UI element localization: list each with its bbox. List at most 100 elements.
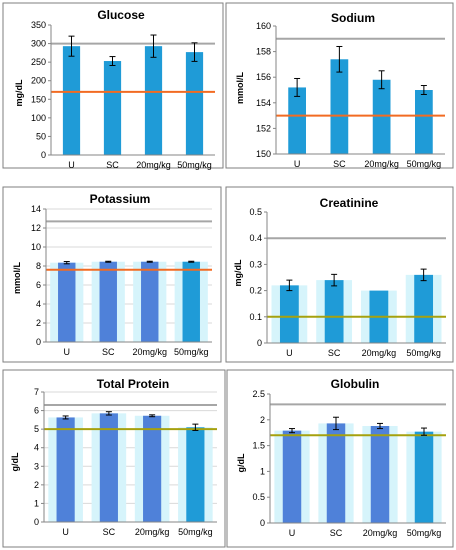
y-tick-label: 10	[31, 242, 41, 252]
y-tick-label: 0.2	[249, 286, 262, 296]
bar	[99, 413, 118, 522]
bar	[186, 427, 205, 522]
y-tick-label: 0	[34, 517, 39, 527]
y-axis-label: g/dL	[10, 452, 20, 471]
plot-area: 0 50 100 150 200 250 300 350 U SC 20mg/kg 50mg/kg	[31, 20, 215, 170]
bar	[414, 431, 434, 523]
x-tick-label: U	[64, 347, 71, 357]
bar	[326, 423, 346, 523]
x-tick-label: 20mg/kg	[362, 348, 397, 358]
bar	[99, 261, 117, 342]
bar	[324, 280, 344, 343]
x-tick-label: 50mg/kg	[407, 159, 442, 169]
y-tick-label: 6	[36, 280, 41, 290]
x-tick-label: 20mg/kg	[363, 528, 398, 538]
panel-total-protein: Total Protein g/dL 0 1 2 3 4 5 6 7 U SC 20mg/kg 50m…	[2, 369, 226, 548]
y-axis-label: mg/dL	[14, 79, 24, 106]
y-tick-label: 0.5	[249, 207, 262, 217]
chart-title: Potassium	[90, 192, 151, 206]
x-tick-label: 50mg/kg	[406, 348, 441, 358]
y-axis-label: mg/dL	[233, 259, 243, 286]
bar	[62, 46, 81, 155]
x-tick-label: 50mg/kg	[177, 160, 212, 170]
y-tick-label: 0.4	[249, 233, 262, 243]
x-tick-label: 50mg/kg	[178, 527, 213, 537]
bar	[103, 61, 122, 155]
bar	[58, 262, 76, 342]
y-tick-label: 8	[36, 261, 41, 271]
y-axis-label: g/dL	[236, 453, 246, 472]
y-tick-label: 2.5	[252, 389, 265, 399]
bar	[144, 46, 163, 155]
bar	[185, 52, 204, 155]
x-tick-label: U	[68, 160, 75, 170]
x-tick-label: 20mg/kg	[135, 527, 170, 537]
plot-area: 0 1 2 3 4 5 6 7 U SC 20mg/kg 50mg/kg	[34, 387, 217, 537]
y-tick-label: 250	[31, 57, 46, 67]
y-tick-label: 158	[256, 47, 271, 57]
x-tick-label: U	[62, 527, 69, 537]
y-tick-label: 150	[31, 94, 46, 104]
x-tick-label: U	[286, 348, 293, 358]
panel-glucose: Glucose mg/dL 0 50 100 150 200 250 300 350 U SC 20…	[2, 2, 224, 170]
y-tick-label: 300	[31, 39, 46, 49]
y-tick-label: 152	[256, 123, 271, 133]
y-tick-label: 0	[257, 338, 262, 348]
y-tick-label: 4	[36, 299, 41, 309]
y-tick-label: 0	[260, 518, 265, 528]
bar	[143, 415, 162, 522]
y-tick-label: 0.3	[249, 259, 262, 269]
y-tick-label: 0.1	[249, 312, 262, 322]
chart-title: Total Protein	[97, 377, 169, 391]
x-tick-label: 50mg/kg	[174, 347, 209, 357]
y-tick-label: 7	[34, 387, 39, 397]
chart-title: Sodium	[331, 11, 375, 25]
chart-title: Glucose	[97, 8, 145, 22]
x-tick-label: SC	[103, 527, 116, 537]
bar	[182, 261, 200, 342]
y-tick-label: 100	[31, 113, 46, 123]
bar	[414, 274, 434, 343]
x-tick-label: U	[294, 159, 301, 169]
y-tick-label: 156	[256, 72, 271, 82]
x-tick-label: 50mg/kg	[407, 528, 442, 538]
y-tick-label: 5	[34, 424, 39, 434]
panel-creatinine: Creatinine mg/dL 0 0.1 0.2 0.3 0.4 0.5 U SC 20mg…	[225, 186, 454, 363]
panel-potassium: Potassium mmol/L 0 2 4 6 8 10 12 14 U SC 20mg/kg 50…	[2, 186, 222, 363]
y-tick-label: 0	[36, 337, 41, 347]
y-tick-label: 2	[260, 415, 265, 425]
x-tick-label: SC	[328, 348, 341, 358]
bar	[415, 90, 433, 154]
y-tick-label: 1.5	[252, 441, 265, 451]
bar	[141, 261, 159, 342]
plot-area: 150 152 154 156 158 160 U SC 20mg/kg 50mg/kg	[256, 21, 445, 169]
y-tick-label: 50	[36, 131, 46, 141]
y-tick-label: 1	[260, 466, 265, 476]
y-tick-label: 200	[31, 76, 46, 86]
x-tick-label: SC	[106, 160, 119, 170]
x-tick-label: 20mg/kg	[136, 160, 171, 170]
plot-area: 0 2 4 6 8 10 12 14 U SC 20mg/kg 50mg/kg	[31, 204, 212, 357]
bar	[370, 425, 390, 523]
y-tick-label: 1	[34, 498, 39, 508]
y-tick-label: 14	[31, 204, 41, 214]
panel-globulin: Globulin g/dL 0 0.5 1 1.5 2 2.5 U SC 20mg/kg 50mg…	[226, 369, 454, 548]
bar	[56, 417, 75, 522]
y-tick-label: 350	[31, 20, 46, 30]
bar	[279, 285, 299, 343]
plot-area: 0 0.1 0.2 0.3 0.4 0.5 U SC 20mg/kg 50mg/kg	[249, 207, 446, 358]
y-tick-label: 2	[34, 480, 39, 490]
panel-sodium: Sodium mmol/L 150 152 154 156 158 160 U SC 20mg/…	[225, 2, 454, 169]
x-tick-label: SC	[333, 159, 346, 169]
chart-title: Creatinine	[320, 196, 379, 210]
y-tick-label: 3	[34, 461, 39, 471]
y-tick-label: 154	[256, 98, 271, 108]
y-tick-label: 0.5	[252, 492, 265, 502]
y-tick-label: 150	[256, 149, 271, 159]
x-tick-label: SC	[330, 528, 343, 538]
bar	[330, 59, 349, 154]
bar	[282, 430, 302, 523]
chart-title: Globulin	[331, 377, 380, 391]
y-tick-label: 6	[34, 406, 39, 416]
